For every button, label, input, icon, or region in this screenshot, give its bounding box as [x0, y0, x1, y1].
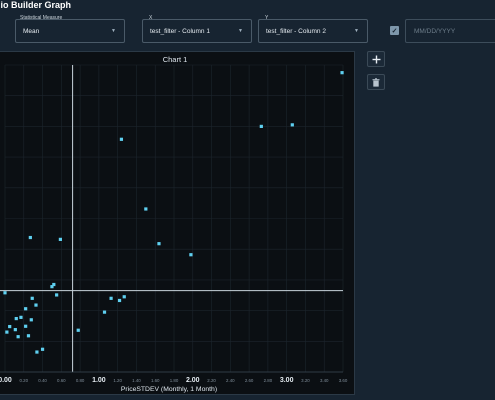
delete-chart-button[interactable] — [367, 74, 385, 90]
x-axis-label: X — [149, 15, 153, 21]
data-point — [144, 207, 148, 211]
x-axis-select[interactable]: test_filter - Column 1 ▼ — [142, 19, 252, 43]
trash-icon — [372, 77, 380, 87]
x-tick-label: 2.60 — [245, 378, 254, 383]
x-tick-label: 0.20 — [20, 378, 29, 383]
x-tick-label: 1.60 — [151, 378, 160, 383]
x-tick-label: 1.80 — [170, 378, 179, 383]
chevron-down-icon: ▼ — [111, 28, 116, 34]
data-point — [157, 242, 161, 246]
x-tick-label: 1.40 — [132, 378, 141, 383]
x-tick-label: 3.60 — [339, 378, 348, 383]
measure-label: Statistical Measure — [20, 15, 63, 21]
data-point — [8, 324, 12, 329]
x-tick-label: 0.60 — [57, 378, 66, 383]
plus-icon — [372, 55, 380, 63]
chevron-down-icon: ▼ — [238, 28, 243, 34]
data-point — [50, 285, 54, 289]
data-point — [117, 298, 122, 303]
data-point — [24, 307, 28, 311]
data-point — [14, 316, 18, 321]
chart-title: Chart 1 — [162, 55, 188, 64]
scatter-chart: 0.00 0.20 0.40 0.60 0.80 1.00 1.20 1.40 1.60 1.80… — [0, 64, 348, 393]
data-point — [5, 330, 9, 334]
data-point — [340, 71, 344, 75]
data-point — [58, 237, 62, 241]
x-tick-label: 3.40 — [320, 378, 329, 383]
data-point — [52, 282, 56, 287]
page-title: lio Builder Graph — [0, 0, 72, 10]
x-tick-label: 1.00 — [92, 377, 106, 384]
data-point — [189, 253, 193, 257]
data-point — [102, 310, 107, 314]
data-point — [55, 293, 59, 297]
measure-select-value: Mean — [23, 27, 40, 35]
data-point — [29, 318, 33, 322]
measure-select[interactable]: Mean ▼ — [15, 19, 125, 43]
date-input[interactable]: MM/DD/YYYY — [405, 19, 495, 43]
data-point — [3, 291, 7, 295]
data-point — [30, 296, 34, 300]
x-axis-select-value: test_filter - Column 1 — [150, 27, 210, 35]
data-point — [34, 303, 38, 307]
x-axis-title: PriceSTDEV (Monthly, 1 Month) — [121, 386, 217, 393]
date-filter-checkbox[interactable]: ✓ — [390, 26, 399, 35]
add-chart-button[interactable] — [367, 51, 385, 67]
x-tick-label: 3.00 — [280, 377, 294, 384]
x-tick-label: 2.20 — [207, 378, 216, 383]
y-axis-select-value: test_filter - Column 2 — [266, 27, 326, 35]
data-point — [24, 324, 28, 328]
y-axis-select[interactable]: test_filter - Column 2 ▼ — [258, 19, 368, 43]
data-point — [35, 350, 39, 354]
x-tick-label: 2.80 — [264, 378, 273, 383]
data-point — [76, 328, 80, 332]
x-tick-label: 2.00 — [186, 377, 200, 384]
x-tick-label: 0.40 — [38, 378, 47, 383]
data-point — [28, 235, 32, 240]
x-tick-label: 3.20 — [301, 378, 310, 383]
data-point — [109, 296, 113, 300]
data-point — [290, 123, 294, 127]
x-tick-label: 0.00 — [0, 377, 12, 384]
data-point — [16, 335, 20, 339]
data-point — [40, 347, 45, 351]
chevron-down-icon: ▼ — [354, 28, 359, 34]
y-axis-label: Y — [265, 15, 269, 21]
data-point — [26, 334, 31, 338]
x-tick-label: 0.80 — [76, 378, 85, 383]
x-tick-label: 1.20 — [113, 378, 122, 383]
check-icon: ✓ — [391, 27, 398, 35]
data-point — [13, 328, 17, 332]
data-point — [119, 137, 124, 141]
data-point — [19, 315, 23, 319]
data-point — [259, 124, 263, 128]
chart-panel: Chart 1 0.00 0.20 0.40 0.60 0.80 1.00 1.20 1.40… — [0, 51, 355, 395]
data-point — [122, 295, 126, 299]
x-tick-label: 2.40 — [226, 378, 235, 383]
